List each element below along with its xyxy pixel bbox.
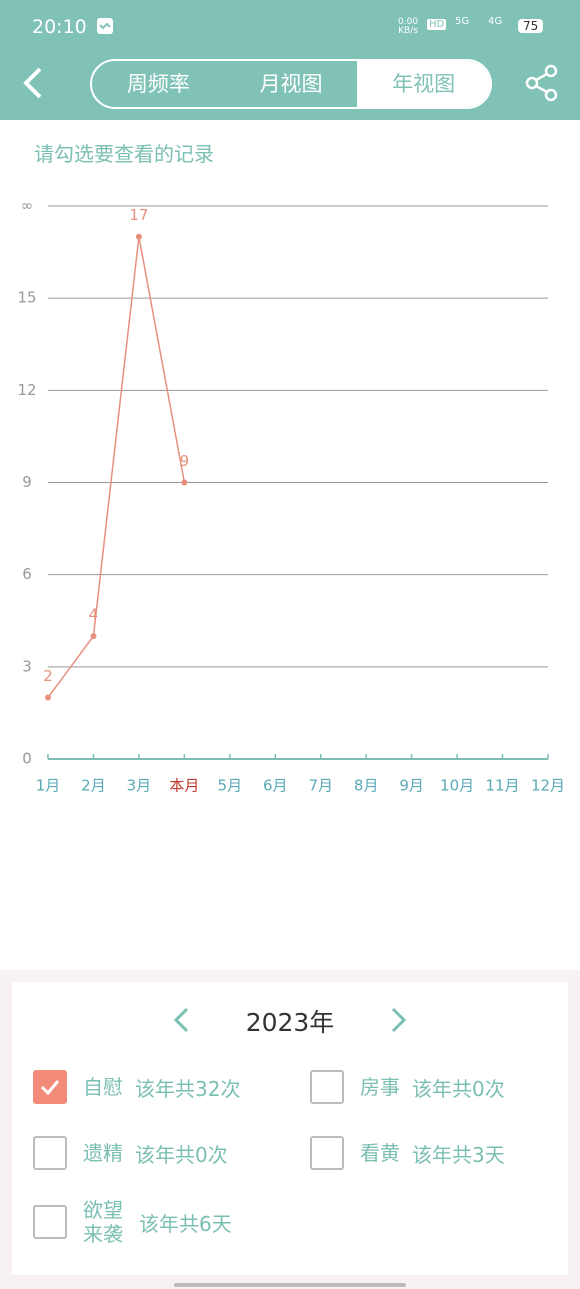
net-speed: 0.00 <box>398 17 419 27</box>
y-tick-label: ∞ <box>21 197 34 215</box>
y-tick-label: 3 <box>22 657 32 675</box>
record[interactable]: 房事 该年共0次 <box>310 1057 505 1117</box>
y-tick-label: 15 <box>17 289 36 307</box>
time: 20:10 <box>32 16 87 38</box>
signal-1: 5G <box>455 16 470 27</box>
record-label: 房事 <box>360 1075 400 1099</box>
signal-2: 4G <box>488 16 503 27</box>
tab[interactable]: 周频率 <box>126 72 190 96</box>
point <box>45 694 51 701</box>
point <box>181 479 188 486</box>
record-summary: 该年共32次 <box>135 1076 241 1101</box>
battery: 75 <box>518 19 544 33</box>
checkbox[interactable] <box>310 1136 344 1170</box>
home-indicator <box>174 1283 406 1287</box>
record-label: 欲望来袭 <box>83 1198 123 1246</box>
next-year[interactable] <box>386 1006 410 1034</box>
x-tick-label: 8月 <box>354 777 379 795</box>
tab[interactable]: 年视图 <box>357 61 490 107</box>
record-summary: 该年共0次 <box>412 1076 505 1101</box>
x-tick-label: 本月 <box>169 777 199 795</box>
card <box>12 982 568 1275</box>
y-tick-label: 9 <box>22 473 32 491</box>
value-label: 9 <box>180 452 190 470</box>
checkbox[interactable] <box>33 1136 67 1170</box>
point <box>135 233 142 240</box>
y-tick-label: 12 <box>17 381 36 399</box>
hd: HD <box>427 19 447 30</box>
x-tick-label: 12月 <box>531 777 565 795</box>
header: 20:10 0.00 KB/s HD 5G 4G 75 周频率 月视图 年视图 <box>0 0 580 120</box>
checkbox[interactable] <box>33 1070 67 1104</box>
point <box>90 633 97 640</box>
record-label: 遗精 <box>83 1141 123 1165</box>
x-tick-label: 7月 <box>308 777 333 795</box>
record[interactable]: 遗精 该年共0次 <box>33 1123 228 1183</box>
x-tick-label: 1月 <box>36 777 61 795</box>
notif-icon <box>97 18 113 34</box>
line-series <box>47 236 186 699</box>
checkbox[interactable] <box>310 1070 344 1104</box>
x-tick-label: 11月 <box>485 777 519 795</box>
checkbox[interactable] <box>33 1205 67 1239</box>
prev-year[interactable] <box>170 1006 194 1034</box>
record-label: 自慰 <box>83 1075 123 1099</box>
y-tick-label: 6 <box>22 565 32 583</box>
record-summary: 该年共0次 <box>135 1142 228 1167</box>
net-unit: KB/s <box>398 26 418 36</box>
value-label: 2 <box>43 667 53 685</box>
record-label: 看黄 <box>360 1141 400 1165</box>
record-summary: 该年共3天 <box>412 1142 505 1167</box>
tab[interactable]: 月视图 <box>259 72 323 96</box>
y-tick-label: 0 <box>22 750 32 768</box>
share[interactable] <box>524 64 562 102</box>
x-tick-label: 6月 <box>263 777 288 795</box>
value-label: 17 <box>129 206 148 224</box>
x-tick-label: 10月 <box>440 777 474 795</box>
value-label: 4 <box>89 606 99 624</box>
prompt: 请勾选要查看的记录 <box>34 142 214 166</box>
x-tick-label: 3月 <box>127 777 152 795</box>
tabs: 周频率 月视图 年视图 <box>90 59 492 109</box>
record[interactable]: 自慰 该年共32次 <box>33 1057 240 1117</box>
year: 2023年 <box>245 1008 335 1037</box>
check <box>40 1080 60 1096</box>
x-tick-label: 9月 <box>399 777 424 795</box>
net: 0.00 KB/s <box>398 18 418 36</box>
x-tick-label: 2月 <box>81 777 106 795</box>
chart: 0 3 6 9 12 15 ∞ 1月 2月 3月 本月 5月 6月 7月 8月 9月 10月 11月 12月 2 4 17… <box>17 197 565 795</box>
record[interactable]: 欲望来袭 该年共6天 <box>33 1192 232 1252</box>
back[interactable] <box>20 66 46 100</box>
x-tick-label: 5月 <box>218 777 243 795</box>
record-summary: 该年共6天 <box>139 1211 232 1236</box>
record[interactable]: 看黄 该年共3天 <box>310 1123 505 1183</box>
